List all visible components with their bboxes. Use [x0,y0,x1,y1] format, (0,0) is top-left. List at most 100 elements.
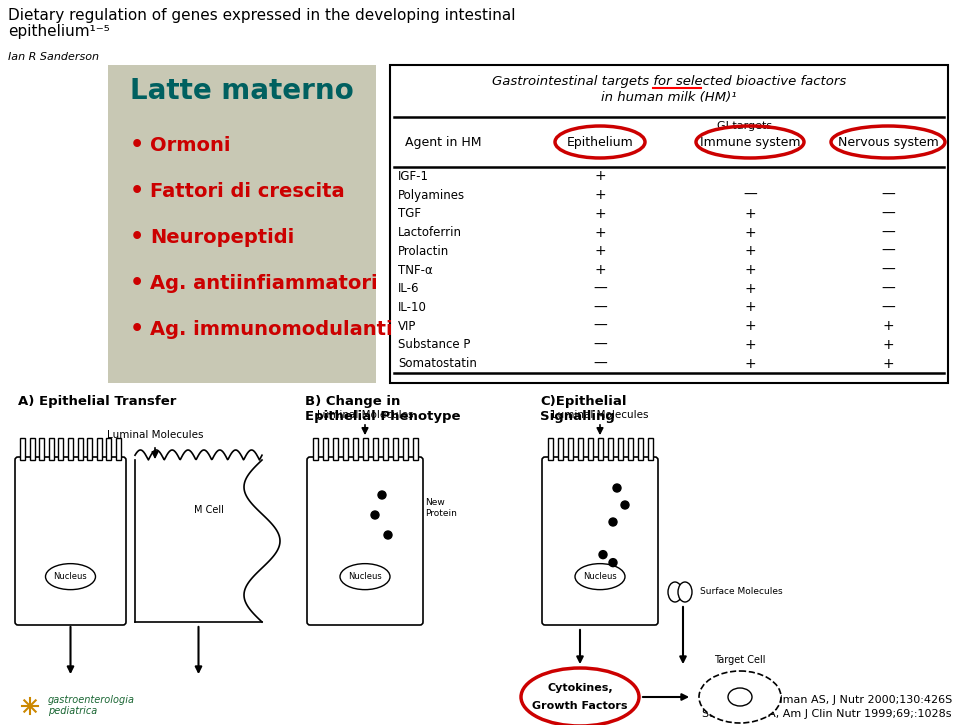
Text: —: — [593,319,607,334]
Text: Substance P: Substance P [398,339,470,352]
Text: epithelium¹⁻⁵: epithelium¹⁻⁵ [8,24,109,39]
Ellipse shape [728,688,752,706]
Text: Nucleus: Nucleus [583,572,617,581]
Bar [578,438,583,460]
Text: +: + [594,244,606,258]
Text: Ag. antiinfiammatori: Ag. antiinfiammatori [150,273,377,292]
Bar [87,438,92,460]
Bar [390,65,948,383]
Text: +: + [594,225,606,239]
Bar [332,438,338,460]
Text: A) Epithelial Transfer: A) Epithelial Transfer [18,395,177,408]
Text: IL-6: IL-6 [398,282,420,295]
Text: +: + [744,319,756,334]
Circle shape [621,501,629,509]
Bar [107,438,111,460]
Text: VIP: VIP [398,320,417,333]
Text: +: + [744,263,756,277]
Text: +: + [744,338,756,352]
Text: —: — [881,188,895,202]
Circle shape [609,518,617,526]
Text: Nervous system: Nervous system [838,136,938,149]
Text: IGF-1: IGF-1 [398,170,429,183]
Ellipse shape [340,563,390,589]
Text: Target Cell: Target Cell [714,655,766,665]
Bar [68,438,73,460]
Bar [363,438,368,460]
Text: +: + [744,300,756,315]
Text: +: + [594,170,606,183]
Text: +: + [882,319,894,334]
Text: +: + [594,188,606,202]
Bar [323,438,327,460]
Bar [588,438,592,460]
Text: Somatostatin: Somatostatin [398,357,477,370]
Ellipse shape [678,582,692,602]
Bar [567,438,572,460]
Text: Agent in HM: Agent in HM [405,136,482,149]
Text: Gastrointestinal targets for selected bioactive factors: Gastrointestinal targets for selected bi… [492,75,846,88]
FancyBboxPatch shape [15,457,126,625]
Text: Prolactin: Prolactin [398,245,449,258]
Text: Cytokines,: Cytokines, [547,683,612,693]
Text: Neuropeptidi: Neuropeptidi [150,228,295,247]
Text: C)Epithelial
Signalling: C)Epithelial Signalling [540,395,627,423]
Text: in human milk (HM)¹: in human milk (HM)¹ [601,91,737,104]
Text: Ormoni: Ormoni [150,136,230,154]
Text: pediatrica: pediatrica [48,706,97,716]
Text: +: + [744,207,756,221]
Text: Goldman AS, J Nutr 2000;130:426S: Goldman AS, J Nutr 2000;130:426S [756,695,952,705]
Text: —: — [593,282,607,296]
Circle shape [384,531,392,539]
Circle shape [378,491,386,499]
Bar [558,438,563,460]
Text: Surface Molecules: Surface Molecules [700,587,782,597]
Bar [402,438,407,460]
Bar [608,438,612,460]
Circle shape [371,511,379,519]
Text: Fattori di crescita: Fattori di crescita [150,181,345,201]
Bar [20,438,25,460]
Text: •: • [130,319,144,339]
Text: Immune system: Immune system [700,136,801,149]
Bar [382,438,388,460]
Ellipse shape [521,668,639,725]
Ellipse shape [575,563,625,589]
Text: +: + [744,357,756,370]
Text: Latte materno: Latte materno [131,77,354,105]
Bar [30,438,35,460]
Bar [313,438,318,460]
Bar [628,438,633,460]
Text: —: — [881,282,895,296]
Bar [393,438,397,460]
Circle shape [599,551,607,559]
Text: B) Change in
Epithelial Phenotype: B) Change in Epithelial Phenotype [305,395,461,423]
Text: M Cell: M Cell [194,505,224,515]
Text: •: • [130,273,144,293]
Bar [59,438,63,460]
Bar [637,438,642,460]
FancyBboxPatch shape [108,65,376,383]
Bar [116,438,121,460]
Circle shape [613,484,621,492]
Text: +: + [882,357,894,370]
Text: —: — [881,225,895,239]
Text: —: — [593,357,607,370]
Bar [372,438,377,460]
Text: +: + [744,282,756,296]
Text: Sanderson IA, Am J Clin Nutr 1999;69;:1028s: Sanderson IA, Am J Clin Nutr 1999;69;:10… [703,709,952,719]
Text: —: — [743,188,756,202]
Text: •: • [130,227,144,247]
Ellipse shape [699,671,781,723]
Text: Luminal Molecules: Luminal Molecules [317,410,413,420]
Text: IL-10: IL-10 [398,301,427,314]
Text: gastroenterologia: gastroenterologia [48,695,135,705]
Text: Dietary regulation of genes expressed in the developing intestinal: Dietary regulation of genes expressed in… [8,8,516,23]
Text: —: — [881,207,895,221]
Text: +: + [882,338,894,352]
Text: Lactoferrin: Lactoferrin [398,226,462,239]
Text: +: + [744,244,756,258]
Text: Ag. immunomodulanti: Ag. immunomodulanti [150,320,393,339]
Bar [617,438,622,460]
Ellipse shape [668,582,682,602]
